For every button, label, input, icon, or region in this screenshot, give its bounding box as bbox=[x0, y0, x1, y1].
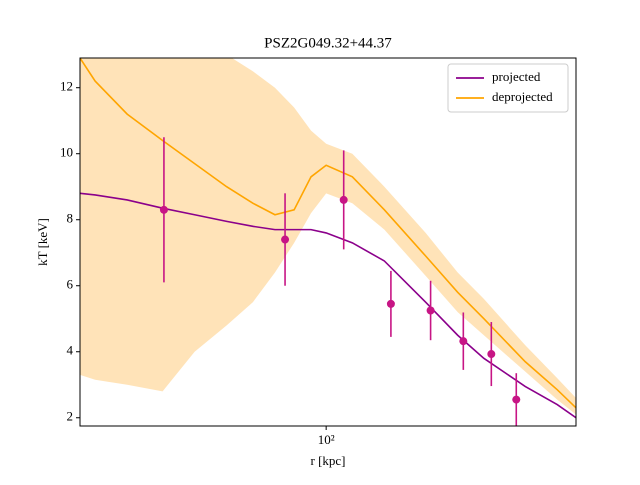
legend-label: projected bbox=[492, 69, 541, 84]
y-tick-label: 2 bbox=[67, 409, 74, 424]
data-point bbox=[339, 195, 348, 204]
data-point bbox=[426, 306, 435, 315]
y-tick-label: 8 bbox=[67, 211, 74, 226]
axes: 2 4 6 8 10 12 10² bbox=[60, 79, 335, 447]
series-line bbox=[80, 58, 576, 409]
legend-label: deprojected bbox=[492, 89, 553, 104]
confidence-band bbox=[80, 58, 576, 415]
y-tick-label: 12 bbox=[60, 79, 73, 94]
y-tick-label: 4 bbox=[67, 343, 74, 358]
y-tick-label: 6 bbox=[67, 277, 74, 292]
data-point bbox=[159, 205, 168, 214]
data-point bbox=[386, 299, 395, 308]
legend: projected deprojected bbox=[447, 63, 569, 113]
data-point bbox=[512, 395, 521, 404]
x-axis-label: r [kpc] bbox=[310, 453, 345, 468]
x-tick-label: 10² bbox=[318, 432, 335, 447]
chart-title: PSZ2G049.32+44.37 bbox=[264, 35, 392, 51]
plot-area bbox=[80, 58, 576, 426]
plot-frame bbox=[79, 57, 577, 427]
data-point bbox=[487, 350, 496, 359]
y-axis-label: kT [keV] bbox=[35, 218, 50, 266]
data-point bbox=[281, 235, 290, 244]
y-tick-label: 10 bbox=[60, 145, 73, 160]
data-point bbox=[459, 337, 468, 346]
legend-box bbox=[447, 63, 569, 113]
